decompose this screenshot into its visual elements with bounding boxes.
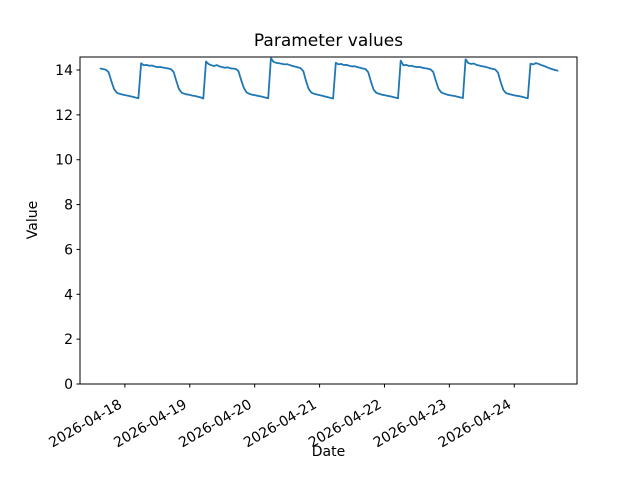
x-tick-label: 2026-04-24 [436, 397, 515, 452]
y-tick-label: 0 [64, 377, 73, 393]
y-tick-label: 6 [64, 242, 73, 258]
x-tick-label: 2026-04-23 [371, 397, 449, 452]
y-tick-label: 2 [64, 332, 73, 348]
x-tick-label: 2026-04-21 [241, 397, 319, 452]
axes-frame [79, 56, 578, 385]
x-tick-label: 2026-04-22 [306, 397, 384, 452]
y-tick-label: 14 [55, 63, 73, 79]
y-tick-label: 4 [64, 287, 73, 303]
x-tick-label: 2026-04-18 [46, 397, 124, 452]
x-axis-ticks: 2026-04-182026-04-192026-04-202026-04-21… [46, 384, 515, 452]
y-axis-ticks: 0 2 4 6 8 10 12 14 [55, 63, 80, 393]
data-line-series [99, 57, 559, 100]
y-tick-label: 12 [55, 108, 73, 124]
x-tick-label: 2026-04-19 [111, 397, 189, 452]
y-tick-label: 8 [64, 198, 73, 214]
x-axis-label: Date [311, 444, 346, 460]
y-tick-label: 10 [55, 153, 73, 169]
chart-title: Parameter values [253, 31, 404, 51]
x-tick-label: 2026-04-20 [176, 397, 254, 452]
